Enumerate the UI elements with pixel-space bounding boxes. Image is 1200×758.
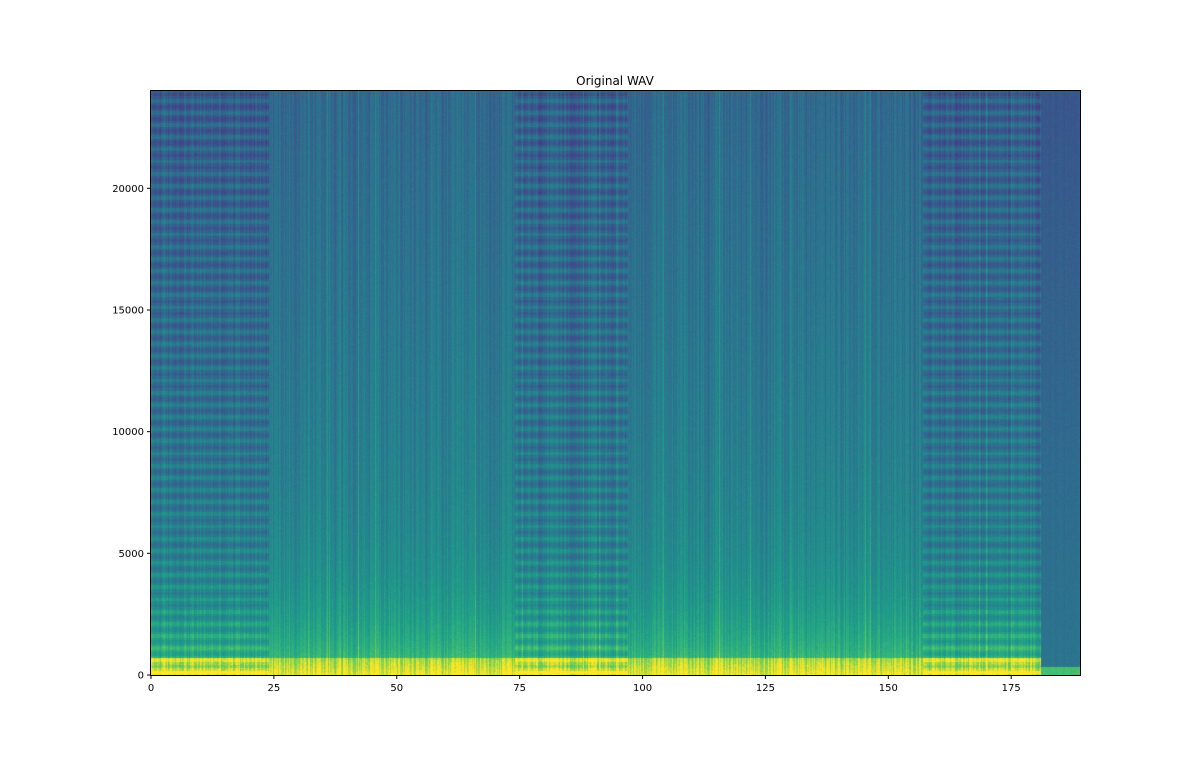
y-tick-label: 15000 <box>112 306 144 317</box>
x-tick-label: 175 <box>1002 683 1021 694</box>
x-tick-label: 50 <box>390 683 403 694</box>
x-tick-label: 125 <box>756 683 775 694</box>
x-tick-label: 100 <box>633 683 652 694</box>
y-tick-label: 0 <box>138 671 144 682</box>
plot-area <box>151 91 1080 675</box>
y-axis: 0 5000 10000 15000 20000 <box>112 184 151 682</box>
spectrogram-heatmap <box>151 91 1080 675</box>
y-tick-label: 20000 <box>112 184 144 195</box>
chart-title: Original WAV <box>576 74 654 88</box>
y-tick-label: 5000 <box>119 549 144 560</box>
y-tick-label: 10000 <box>112 427 144 438</box>
x-tick-label: 75 <box>513 683 526 694</box>
x-tick-label: 0 <box>148 683 154 694</box>
x-tick-label: 150 <box>879 683 898 694</box>
x-axis: 0 25 50 75 100 125 150 175 <box>148 675 1021 694</box>
x-tick-label: 25 <box>268 683 281 694</box>
